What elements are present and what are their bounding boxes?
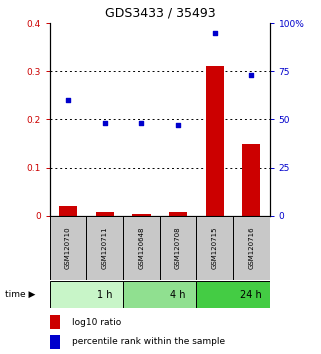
Bar (160, 216, 196, 280)
Text: 4 h: 4 h (170, 290, 186, 300)
Bar (196, 216, 233, 280)
Point (176, 122, 181, 128)
Bar (86, 216, 123, 280)
Bar (59, 206, 77, 216)
Bar (50, 216, 86, 280)
Text: GDS3433 / 35493: GDS3433 / 35493 (105, 7, 216, 19)
Text: GSM120715: GSM120715 (212, 227, 218, 269)
Text: GSM120711: GSM120711 (102, 227, 108, 269)
Text: GSM120716: GSM120716 (248, 227, 254, 269)
Bar (242, 144, 260, 216)
Bar (233, 216, 270, 280)
Text: GSM120708: GSM120708 (175, 227, 181, 269)
Point (139, 120, 144, 126)
Bar (50, 281, 123, 308)
Bar (50, 315, 60, 329)
Point (65, 97, 71, 103)
Bar (96, 212, 114, 216)
Text: percentile rank within the sample: percentile rank within the sample (72, 337, 225, 347)
Text: GSM120648: GSM120648 (138, 227, 144, 269)
Point (249, 72, 254, 78)
Bar (50, 335, 60, 348)
Point (212, 30, 217, 35)
Text: 24 h: 24 h (240, 290, 262, 300)
Text: time ▶: time ▶ (5, 290, 35, 299)
Bar (205, 67, 224, 216)
Bar (196, 281, 270, 308)
Text: 1 h: 1 h (97, 290, 112, 300)
Bar (123, 281, 196, 308)
Bar (169, 212, 187, 216)
Point (102, 120, 107, 126)
Text: log10 ratio: log10 ratio (72, 318, 121, 327)
Text: GSM120710: GSM120710 (65, 227, 71, 269)
Bar (123, 216, 160, 280)
Bar (132, 213, 151, 216)
